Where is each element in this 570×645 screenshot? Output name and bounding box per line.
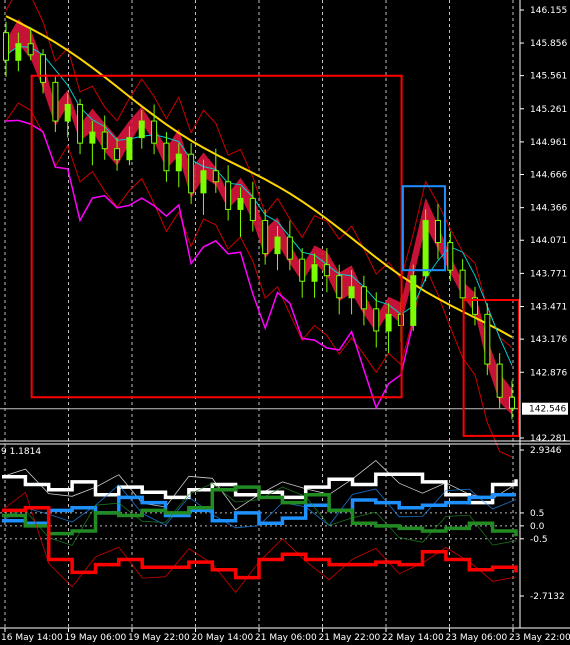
- current-price-tag: [522, 402, 568, 415]
- candle-body: [89, 131, 96, 144]
- candle-body: [496, 363, 503, 398]
- y-tick-label: 143.471: [530, 303, 567, 313]
- candle-body: [471, 297, 478, 315]
- candle-body: [52, 81, 59, 122]
- y-tick-label: 144.366: [530, 204, 567, 214]
- candle-body: [262, 219, 269, 255]
- x-tick-label: 19 May 22:00: [128, 633, 190, 643]
- candle-body: [447, 242, 454, 271]
- candle-body: [27, 43, 34, 56]
- x-tick-label: 21 May 06:00: [255, 633, 317, 643]
- candle-body: [3, 32, 9, 61]
- candle-body: [138, 120, 145, 139]
- x-tick-label: 19 May 06:00: [65, 633, 127, 643]
- y-tick-label: 145.261: [530, 105, 567, 115]
- candle-body: [200, 170, 207, 194]
- x-tick-label: 23 May 22:00: [509, 633, 570, 643]
- candle-body: [163, 142, 170, 172]
- indicator-y-tick-label: 2.9346: [530, 446, 562, 456]
- candle-body: [323, 264, 330, 277]
- candle-body: [459, 269, 466, 299]
- envelope-upper: [5, 0, 513, 348]
- candle-body: [360, 286, 367, 310]
- indicator-y-tick-label: 0.5: [530, 509, 544, 519]
- y-tick-label: 142.281: [530, 434, 567, 444]
- indicator-thin-line: [1, 483, 517, 546]
- highlight-box-blue: [401, 185, 446, 272]
- candle-body: [286, 236, 293, 260]
- current-price-label: 142.546: [529, 405, 566, 415]
- main-series: [3, 0, 515, 458]
- highlight-box-red: [30, 74, 403, 399]
- indicator-step-line: [2, 493, 516, 526]
- candle-body: [484, 313, 491, 365]
- candle-body: [422, 219, 429, 277]
- candle-body: [373, 308, 380, 332]
- candle-body: [151, 120, 158, 144]
- x-tick-label: 16 May 14:00: [1, 633, 63, 643]
- candle-body: [114, 148, 121, 161]
- candle-body: [225, 181, 232, 210]
- highlight-box-red: [462, 299, 521, 437]
- candle-body: [336, 275, 343, 299]
- indicator-step-line: [2, 506, 518, 580]
- candle-body: [237, 197, 244, 210]
- indicator-y-tick-label: -2.7132: [530, 592, 565, 602]
- y-tick-label: 145.561: [530, 72, 567, 82]
- candle-body: [299, 258, 306, 282]
- candle-body: [15, 43, 22, 61]
- candle-body: [101, 131, 108, 150]
- y-tick-label: 143.771: [530, 269, 567, 279]
- candle-body: [410, 275, 417, 326]
- indicator-thin-line: [1, 491, 517, 594]
- x-tick-label: 21 May 22:00: [319, 633, 381, 643]
- candle-body: [188, 153, 195, 194]
- indicator-y-tick-label: -0.5: [530, 535, 548, 545]
- candle-body: [64, 103, 71, 122]
- y-tick-label: 146.155: [530, 6, 567, 16]
- ichimoku-cloud: [6, 19, 512, 415]
- candle-body: [175, 153, 182, 172]
- slow-moving-average: [5, 15, 513, 338]
- y-tick-label: 144.666: [530, 171, 567, 181]
- indicator-thin-line: [1, 484, 517, 529]
- y-tick-label: 144.071: [530, 236, 567, 246]
- y-tick-label: 143.176: [530, 335, 567, 345]
- candle-body: [212, 170, 219, 183]
- indicator-step-line: [2, 485, 518, 537]
- candle-body: [348, 286, 355, 299]
- x-tick-label: 22 May 14:00: [382, 633, 444, 643]
- candle-body: [126, 137, 133, 161]
- x-tick-label: 23 May 06:00: [446, 633, 508, 643]
- y-tick-label: 144.961: [530, 138, 567, 148]
- candle-body: [509, 396, 515, 409]
- candle-body: [385, 313, 392, 332]
- indicator-series: [1, 459, 518, 594]
- candle-body: [434, 219, 441, 244]
- candle-body: [249, 197, 256, 221]
- y-tick-label: 142.876: [530, 368, 567, 378]
- candle-body: [77, 103, 84, 144]
- indicator-header: 9 1.1814: [1, 447, 41, 457]
- y-tick-label: 145.856: [530, 39, 567, 49]
- lagging-span: [5, 119, 415, 410]
- candle-body: [274, 236, 281, 255]
- candle-body: [311, 264, 318, 282]
- candle-body: [40, 54, 47, 83]
- x-tick-label: 20 May 14:00: [192, 633, 254, 643]
- indicator-y-tick-label: 0.0: [530, 522, 545, 532]
- annotation-boxes: [30, 74, 521, 437]
